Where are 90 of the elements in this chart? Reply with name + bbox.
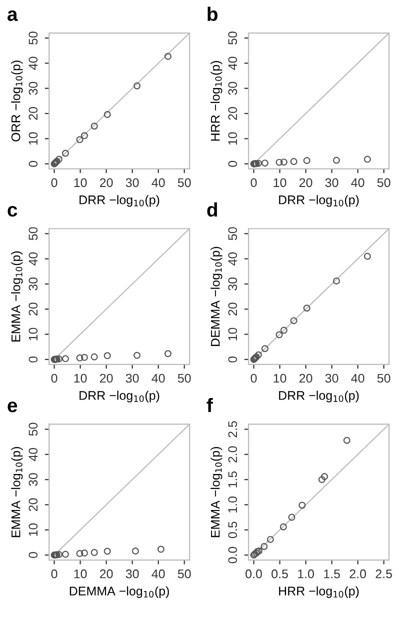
y-tick-label: 30 xyxy=(28,473,38,486)
x-tick-label: 10 xyxy=(274,374,286,383)
x-tick-label: 0 xyxy=(51,178,58,188)
y-tick-label: 20 xyxy=(228,107,238,120)
x-axis-title: HRR −log$_{10}$(p) xyxy=(279,586,359,598)
x-tick-label: 50 xyxy=(178,178,191,188)
y-tick-label: 50 xyxy=(28,32,38,44)
x-tick-label: 1.5 xyxy=(324,570,340,578)
x-axis-title: DRR −log$_{10}$(p) xyxy=(279,195,359,207)
x-tick-label: 50 xyxy=(377,374,390,383)
y-tick-label: 0.5 xyxy=(228,522,238,538)
x-tick-label: 10 xyxy=(74,178,87,188)
y-tick-label: 1.5 xyxy=(228,471,238,488)
chart-title: e xyxy=(8,402,18,412)
y-tick-label: 50 xyxy=(228,227,238,240)
y-tick-label: 0 xyxy=(28,552,38,558)
x-tick-label: 20 xyxy=(100,569,113,578)
y-tick-label: 0.0 xyxy=(228,546,238,564)
y-axis-title: EMMA −log$_{10}$(p) xyxy=(210,447,222,538)
x-tick-label: 40 xyxy=(351,178,364,188)
x-tick-label: 40 xyxy=(351,374,364,383)
x-tick-label: 0 xyxy=(51,374,58,383)
x-tick-label: 2.5 xyxy=(376,569,392,578)
x-tick-label: 20 xyxy=(100,374,113,383)
y-tick-label: 10 xyxy=(28,328,38,340)
x-tick-label: 0 xyxy=(250,178,257,188)
y-tick-label: 20 xyxy=(28,498,38,512)
y-tick-label: 50 xyxy=(228,32,238,44)
x-tick-label: 50 xyxy=(178,374,191,383)
y-tick-label: 40 xyxy=(28,448,38,462)
y-tick-label: 40 xyxy=(28,252,38,266)
y-tick-label: 10 xyxy=(228,328,238,340)
chart-title: d xyxy=(207,202,218,217)
x-tick-label: 20 xyxy=(100,178,113,188)
chart-title: a xyxy=(8,10,18,22)
y-tick-label: 10 xyxy=(228,132,238,145)
x-tick-label: 30 xyxy=(325,178,338,188)
y-tick-label: 2.5 xyxy=(228,421,238,438)
x-tick-label: 30 xyxy=(126,178,139,188)
chart-title: b xyxy=(208,6,218,22)
x-tick-label: 0.0 xyxy=(246,569,262,578)
x-axis-title: DEMMA −log$_{10}$(p) xyxy=(70,586,169,598)
x-axis-title: DRR −log$_{10}$(p) xyxy=(279,390,359,402)
y-axis-title: HRR −log$_{10}$(p) xyxy=(210,61,222,141)
y-tick-label: 10 xyxy=(28,132,38,145)
y-tick-label: 20 xyxy=(28,107,38,120)
y-axis-title: ORR −log$_{10}$(p) xyxy=(11,60,23,142)
x-tick-label: 50 xyxy=(377,178,390,188)
y-axis-title: EMMA −log$_{10}$(p) xyxy=(11,447,23,538)
x-tick-label: 40 xyxy=(152,569,165,578)
x-tick-label: 1.0 xyxy=(298,569,314,578)
x-tick-label: 10 xyxy=(74,569,87,578)
x-tick-label: 10 xyxy=(274,178,286,188)
x-tick-label: 0.5 xyxy=(272,569,288,578)
x-tick-label: 40 xyxy=(152,374,165,383)
x-axis-title: DRR −log$_{10}$(p) xyxy=(80,195,160,207)
x-tick-label: 2.0 xyxy=(350,569,366,578)
y-tick-label: 2.0 xyxy=(228,446,238,462)
x-tick-label: 0 xyxy=(250,374,257,383)
y-tick-label: 0 xyxy=(28,160,38,167)
x-tick-label: 0 xyxy=(51,569,58,578)
x-axis-title: DRR −log$_{10}$(p) xyxy=(80,390,160,402)
y-tick-label: 40 xyxy=(28,56,38,70)
y-tick-label: 40 xyxy=(228,252,238,266)
x-tick-label: 10 xyxy=(74,374,87,383)
x-tick-label: 20 xyxy=(299,374,312,383)
chart-title: c xyxy=(8,206,18,217)
x-tick-label: 30 xyxy=(126,569,139,578)
y-tick-label: 30 xyxy=(28,278,38,290)
x-tick-label: 30 xyxy=(325,374,338,383)
chart-title: f xyxy=(206,398,213,412)
y-tick-label: 10 xyxy=(28,523,38,536)
y-tick-label: 30 xyxy=(28,82,38,95)
y-tick-label: 30 xyxy=(228,278,238,290)
x-tick-label: 30 xyxy=(126,374,139,383)
y-tick-label: 0 xyxy=(28,356,38,362)
x-tick-label: 40 xyxy=(152,178,165,188)
y-tick-label: 50 xyxy=(28,227,38,240)
y-tick-label: 1.0 xyxy=(228,496,238,512)
x-tick-label: 20 xyxy=(299,178,312,188)
y-tick-label: 0 xyxy=(228,356,238,362)
x-tick-label: 50 xyxy=(178,569,191,578)
y-tick-label: 50 xyxy=(28,422,38,436)
y-tick-label: 20 xyxy=(28,302,38,316)
y-axis-title: EMMA −log$_{10}$(p) xyxy=(11,251,23,342)
y-axis-title: DEMMA −log$_{10}$(p) xyxy=(210,246,222,346)
y-tick-label: 20 xyxy=(228,302,238,316)
y-tick-label: 0 xyxy=(228,160,238,167)
y-tick-label: 30 xyxy=(228,82,238,95)
y-tick-label: 40 xyxy=(228,56,238,70)
